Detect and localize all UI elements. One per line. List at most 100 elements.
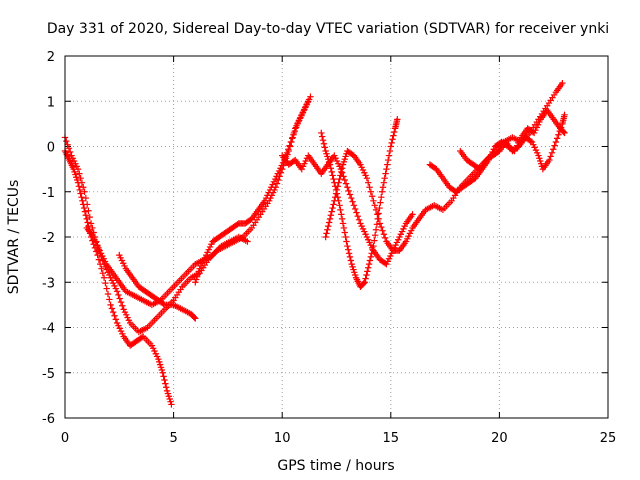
- data-point: [119, 302, 126, 309]
- data-point: [76, 186, 83, 194]
- data-point: [546, 156, 553, 164]
- data-point: [117, 298, 125, 306]
- data-point: [286, 142, 293, 149]
- data-point: [336, 175, 343, 183]
- data-point: [381, 174, 388, 182]
- data-point: [85, 207, 92, 214]
- y-axis-label: SDTVAR / TECUs: [6, 180, 22, 295]
- data-point: [367, 253, 375, 261]
- data-point: [338, 165, 346, 172]
- data-point: [391, 128, 398, 136]
- data-point: [110, 308, 117, 316]
- data-point: [74, 165, 82, 173]
- data-point: [162, 380, 169, 387]
- data-point: [363, 174, 371, 182]
- data-point: [361, 279, 368, 286]
- data-point: [389, 136, 396, 143]
- data-point: [325, 222, 332, 230]
- data-point: [345, 246, 352, 253]
- data-point: [341, 229, 348, 236]
- data-point: [283, 149, 291, 157]
- data-point: [347, 257, 355, 264]
- data-point: [379, 227, 386, 234]
- data-point: [378, 223, 385, 231]
- data-point: [63, 137, 70, 145]
- data-point: [100, 274, 108, 281]
- data-point: [87, 220, 95, 227]
- data-point: [334, 183, 342, 190]
- series-arc-5: [192, 93, 314, 286]
- data-point: [329, 204, 336, 212]
- data-point: [340, 173, 347, 180]
- data-point: [83, 201, 91, 208]
- data-point: [385, 152, 393, 159]
- data-point: [318, 129, 325, 137]
- x-tick-label: 5: [169, 431, 177, 446]
- data-point: [331, 193, 339, 201]
- data-point: [367, 188, 375, 195]
- data-point: [115, 291, 122, 299]
- data-point: [371, 202, 378, 209]
- data-point: [325, 219, 333, 226]
- x-tick-label: 0: [61, 431, 69, 446]
- data-point: [527, 137, 534, 145]
- grid: [65, 56, 608, 418]
- data-point: [332, 190, 340, 197]
- data-point: [349, 198, 356, 205]
- data-point: [78, 179, 86, 186]
- data-point: [333, 186, 341, 194]
- data-point: [547, 153, 554, 160]
- data-point: [364, 268, 371, 275]
- data-point: [553, 135, 561, 142]
- x-tick-label: 10: [274, 431, 291, 446]
- data-point: [82, 212, 90, 219]
- data-point: [378, 193, 385, 201]
- y-tick-label: -1: [42, 186, 55, 201]
- data-point: [290, 131, 297, 138]
- data-point: [79, 197, 86, 204]
- data-point: [81, 208, 89, 215]
- data-point: [76, 170, 83, 177]
- data-point: [80, 204, 88, 212]
- y-tick-label: -4: [42, 322, 55, 337]
- data-point: [77, 174, 84, 182]
- data-point: [326, 161, 334, 168]
- data-point: [380, 231, 388, 238]
- data-point: [336, 202, 343, 209]
- x-tick-label: 20: [491, 431, 508, 446]
- data-point: [372, 226, 380, 233]
- data-point: [342, 233, 349, 241]
- data-point: [338, 215, 346, 223]
- data-point: [382, 170, 389, 177]
- data-point: [548, 149, 556, 157]
- data-point: [409, 211, 416, 218]
- data-point: [102, 279, 109, 287]
- data-point: [322, 233, 329, 241]
- data-point: [138, 334, 146, 341]
- data-point: [329, 172, 336, 179]
- x-tick-label: 15: [383, 431, 400, 446]
- data-point: [376, 204, 383, 212]
- data-point: [365, 179, 372, 186]
- data-point: [371, 237, 378, 244]
- data-point: [287, 138, 295, 146]
- data-point: [98, 265, 105, 272]
- series-arc-2: [61, 98, 312, 336]
- data-point: [168, 401, 175, 408]
- data-point: [343, 238, 350, 245]
- data-point: [377, 199, 384, 206]
- data-point: [331, 197, 338, 204]
- data-point: [345, 187, 352, 195]
- data-point: [338, 168, 345, 176]
- data-point: [351, 205, 359, 213]
- data-point: [326, 215, 334, 223]
- data-point: [330, 175, 337, 183]
- data-point: [160, 300, 167, 308]
- data-point: [387, 143, 394, 150]
- data-point: [192, 315, 199, 322]
- data-point: [552, 138, 560, 146]
- data-point: [318, 133, 326, 140]
- data-point: [81, 188, 88, 195]
